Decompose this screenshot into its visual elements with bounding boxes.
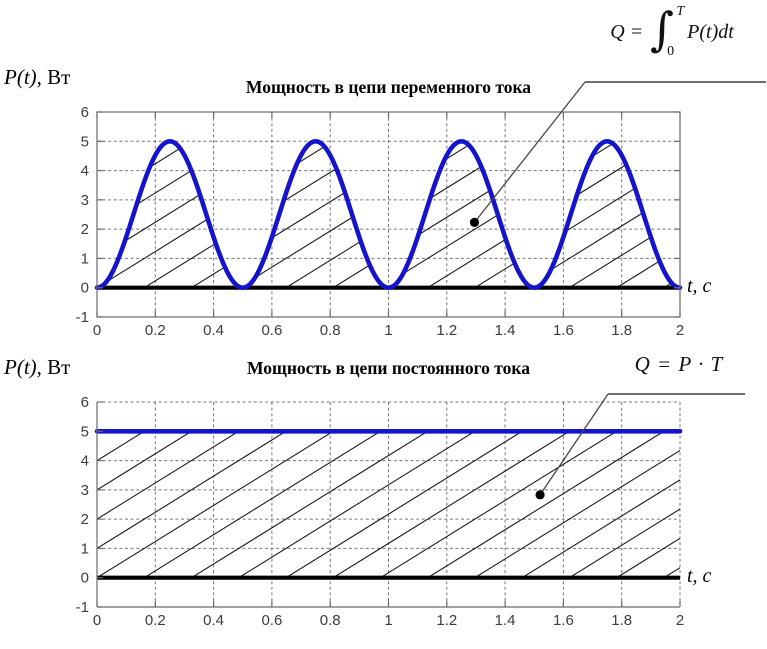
x-axis-label-dc: t, c — [687, 565, 712, 587]
annotation-dot — [535, 490, 545, 500]
y-tick-label: 1 — [81, 250, 89, 267]
y-tick-label: 3 — [81, 482, 89, 499]
y-tick-label: 0 — [81, 280, 89, 297]
chart-title-ac: Мощность в цепи переменного тока — [245, 77, 532, 97]
y-tick-label: -1 — [76, 599, 89, 616]
hatch-line — [97, 431, 680, 520]
annotation-dot — [469, 217, 480, 228]
y-tick-label: 0 — [81, 570, 89, 587]
y-tick-label: 5 — [81, 423, 89, 440]
x-tick-label: 1.8 — [611, 612, 632, 629]
y-tick-label: 2 — [81, 511, 89, 528]
energy-formula-dc: Q = P · T — [634, 352, 724, 376]
x-tick-label: 2 — [676, 322, 684, 339]
y-tick-label: 6 — [81, 104, 89, 121]
y-axis-var-dc: P(t) — [4, 355, 37, 379]
x-tick-label: 0.8 — [320, 322, 341, 339]
x-tick-label: 1 — [384, 612, 392, 629]
y-tick-label: 4 — [81, 163, 89, 180]
hatch-line — [97, 431, 680, 578]
y-axis-var-ac: P(t) — [4, 65, 37, 89]
hatch-line — [97, 431, 680, 578]
hatch-line — [97, 450, 680, 578]
callout-leader-line — [473, 81, 586, 223]
hatch-line — [97, 431, 680, 578]
hatch-line — [97, 508, 680, 578]
x-tick-label: 1.2 — [436, 322, 457, 339]
x-tick-label: 2 — [676, 612, 684, 629]
hatch-line — [97, 189, 680, 288]
energy-formula-ac: Q = ∫ T 0 P(t)dt — [578, 2, 766, 62]
x-axis-label-ac: t, c — [687, 275, 712, 297]
y-tick-label: 2 — [81, 221, 89, 238]
x-tick-label: 1.6 — [553, 612, 574, 629]
grid — [97, 112, 680, 317]
y-tick-label: -1 — [76, 309, 89, 326]
hatch-line — [97, 431, 680, 578]
integral: ∫ T 0 — [648, 2, 685, 61]
integral-lower-bound: 0 — [667, 44, 675, 59]
hatch-line — [97, 431, 680, 578]
x-tick-label: 0.8 — [320, 612, 341, 629]
y-axis-unit-dc: , Вт — [36, 355, 71, 379]
hatch-line — [97, 141, 680, 288]
x-tick-label: 0.6 — [261, 322, 282, 339]
y-tick-label: 4 — [81, 453, 89, 470]
chart-title-dc: Мощность в цепи постоянного тока — [247, 358, 530, 378]
hatch-line — [97, 141, 680, 259]
ac-power-curve — [94, 139, 683, 291]
x-tick-label: 1.2 — [436, 612, 457, 629]
hatch-line — [97, 567, 680, 578]
x-tick-label: 0 — [93, 612, 101, 629]
hatch-line — [97, 141, 680, 288]
x-tick-label: 1.4 — [495, 322, 516, 339]
x-tick-label: 1 — [384, 322, 392, 339]
x-tick-label: 1.4 — [495, 612, 516, 629]
integral-upper-bound: T — [676, 4, 685, 19]
y-tick-label: 6 — [81, 394, 89, 411]
hatch-line — [97, 431, 680, 578]
hatch-line — [97, 431, 680, 578]
x-tick-label: 0 — [93, 322, 101, 339]
y-axis-unit-ac: , Вт — [36, 65, 71, 89]
formula-ac-lhs: Q = — [610, 20, 644, 43]
y-tick-label: 5 — [81, 133, 89, 150]
x-tick-label: 0.4 — [203, 322, 224, 339]
x-tick-label: 0.2 — [145, 612, 166, 629]
y-tick-label: 3 — [81, 192, 89, 209]
x-tick-label: 0.4 — [203, 612, 224, 629]
hatch-line — [97, 218, 680, 288]
hatch-line — [97, 626, 680, 649]
y-axis-label-ac: P(t), Вт — [4, 65, 70, 90]
x-tick-label: 1.6 — [553, 322, 574, 339]
x-tick-label: 1.8 — [611, 322, 632, 339]
formula-ac-integrand: P(t)dt — [687, 20, 734, 43]
hatch-line — [97, 479, 680, 578]
x-tick-label: 0.6 — [261, 612, 282, 629]
y-axis-label-dc: P(t), Вт — [4, 355, 70, 380]
integral-sign: ∫ — [650, 2, 675, 56]
hatch-line — [97, 431, 680, 549]
hatch-line — [97, 141, 680, 288]
x-tick-label: 0.2 — [145, 322, 166, 339]
hatch-line — [97, 160, 680, 288]
callout-leader-line — [539, 393, 609, 496]
y-tick-label: 1 — [81, 540, 89, 557]
